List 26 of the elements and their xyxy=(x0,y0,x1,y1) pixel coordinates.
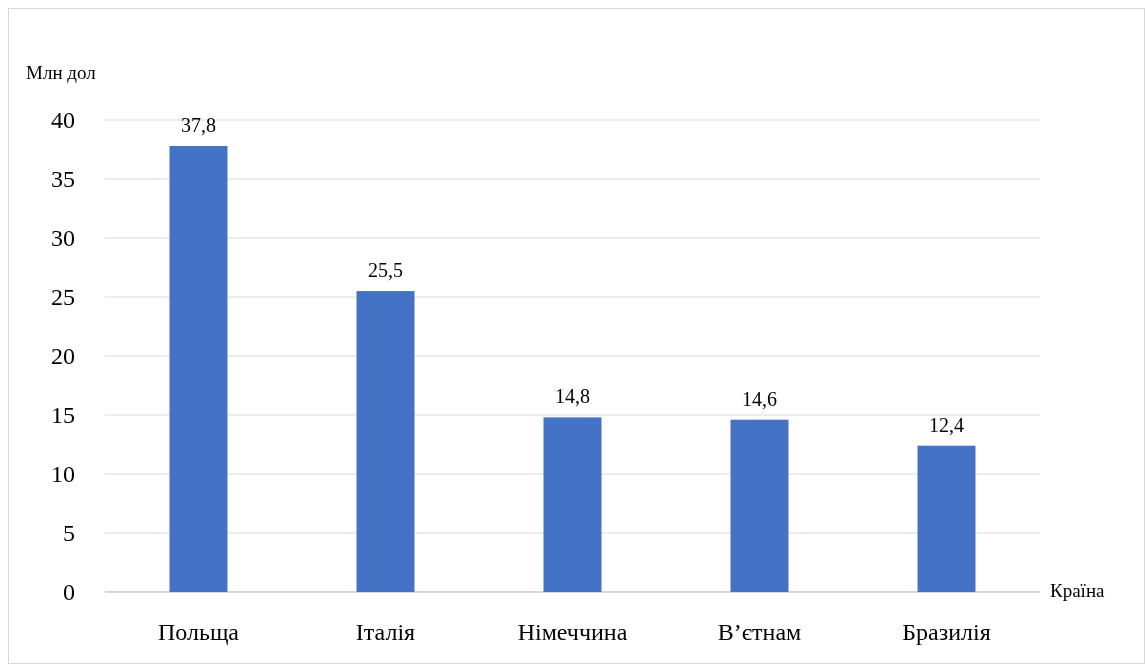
y-tick-label: 15 xyxy=(51,402,75,429)
bar xyxy=(730,419,789,592)
y-tick-label: 10 xyxy=(51,461,75,488)
y-tick-label: 35 xyxy=(51,166,75,193)
x-tick-label: Бразилія xyxy=(902,619,991,645)
x-axis-title: Країна xyxy=(1050,580,1106,601)
x-tick-label: Італія xyxy=(355,619,416,645)
data-label: 14,8 xyxy=(555,385,590,408)
data-label: 37,8 xyxy=(181,113,216,136)
y-axis-title: Млн дол xyxy=(26,62,97,83)
x-tick-label: Німеччина xyxy=(517,619,628,645)
x-tick-label: В’єтнам xyxy=(717,619,802,645)
y-tick-label: 20 xyxy=(51,343,75,370)
data-label: 25,5 xyxy=(368,259,403,282)
y-tick-label: 30 xyxy=(51,225,75,252)
y-tick-label: 5 xyxy=(63,520,75,547)
bar xyxy=(917,445,976,592)
y-tick-label: 40 xyxy=(51,107,75,134)
y-tick-label: 0 xyxy=(63,579,75,606)
data-label: 12,4 xyxy=(929,413,964,436)
bar xyxy=(543,417,602,592)
bar xyxy=(169,145,228,592)
y-tick-label: 25 xyxy=(51,284,75,311)
x-tick-label: Польща xyxy=(157,619,240,645)
bar xyxy=(356,291,415,592)
data-label: 14,6 xyxy=(742,387,777,410)
